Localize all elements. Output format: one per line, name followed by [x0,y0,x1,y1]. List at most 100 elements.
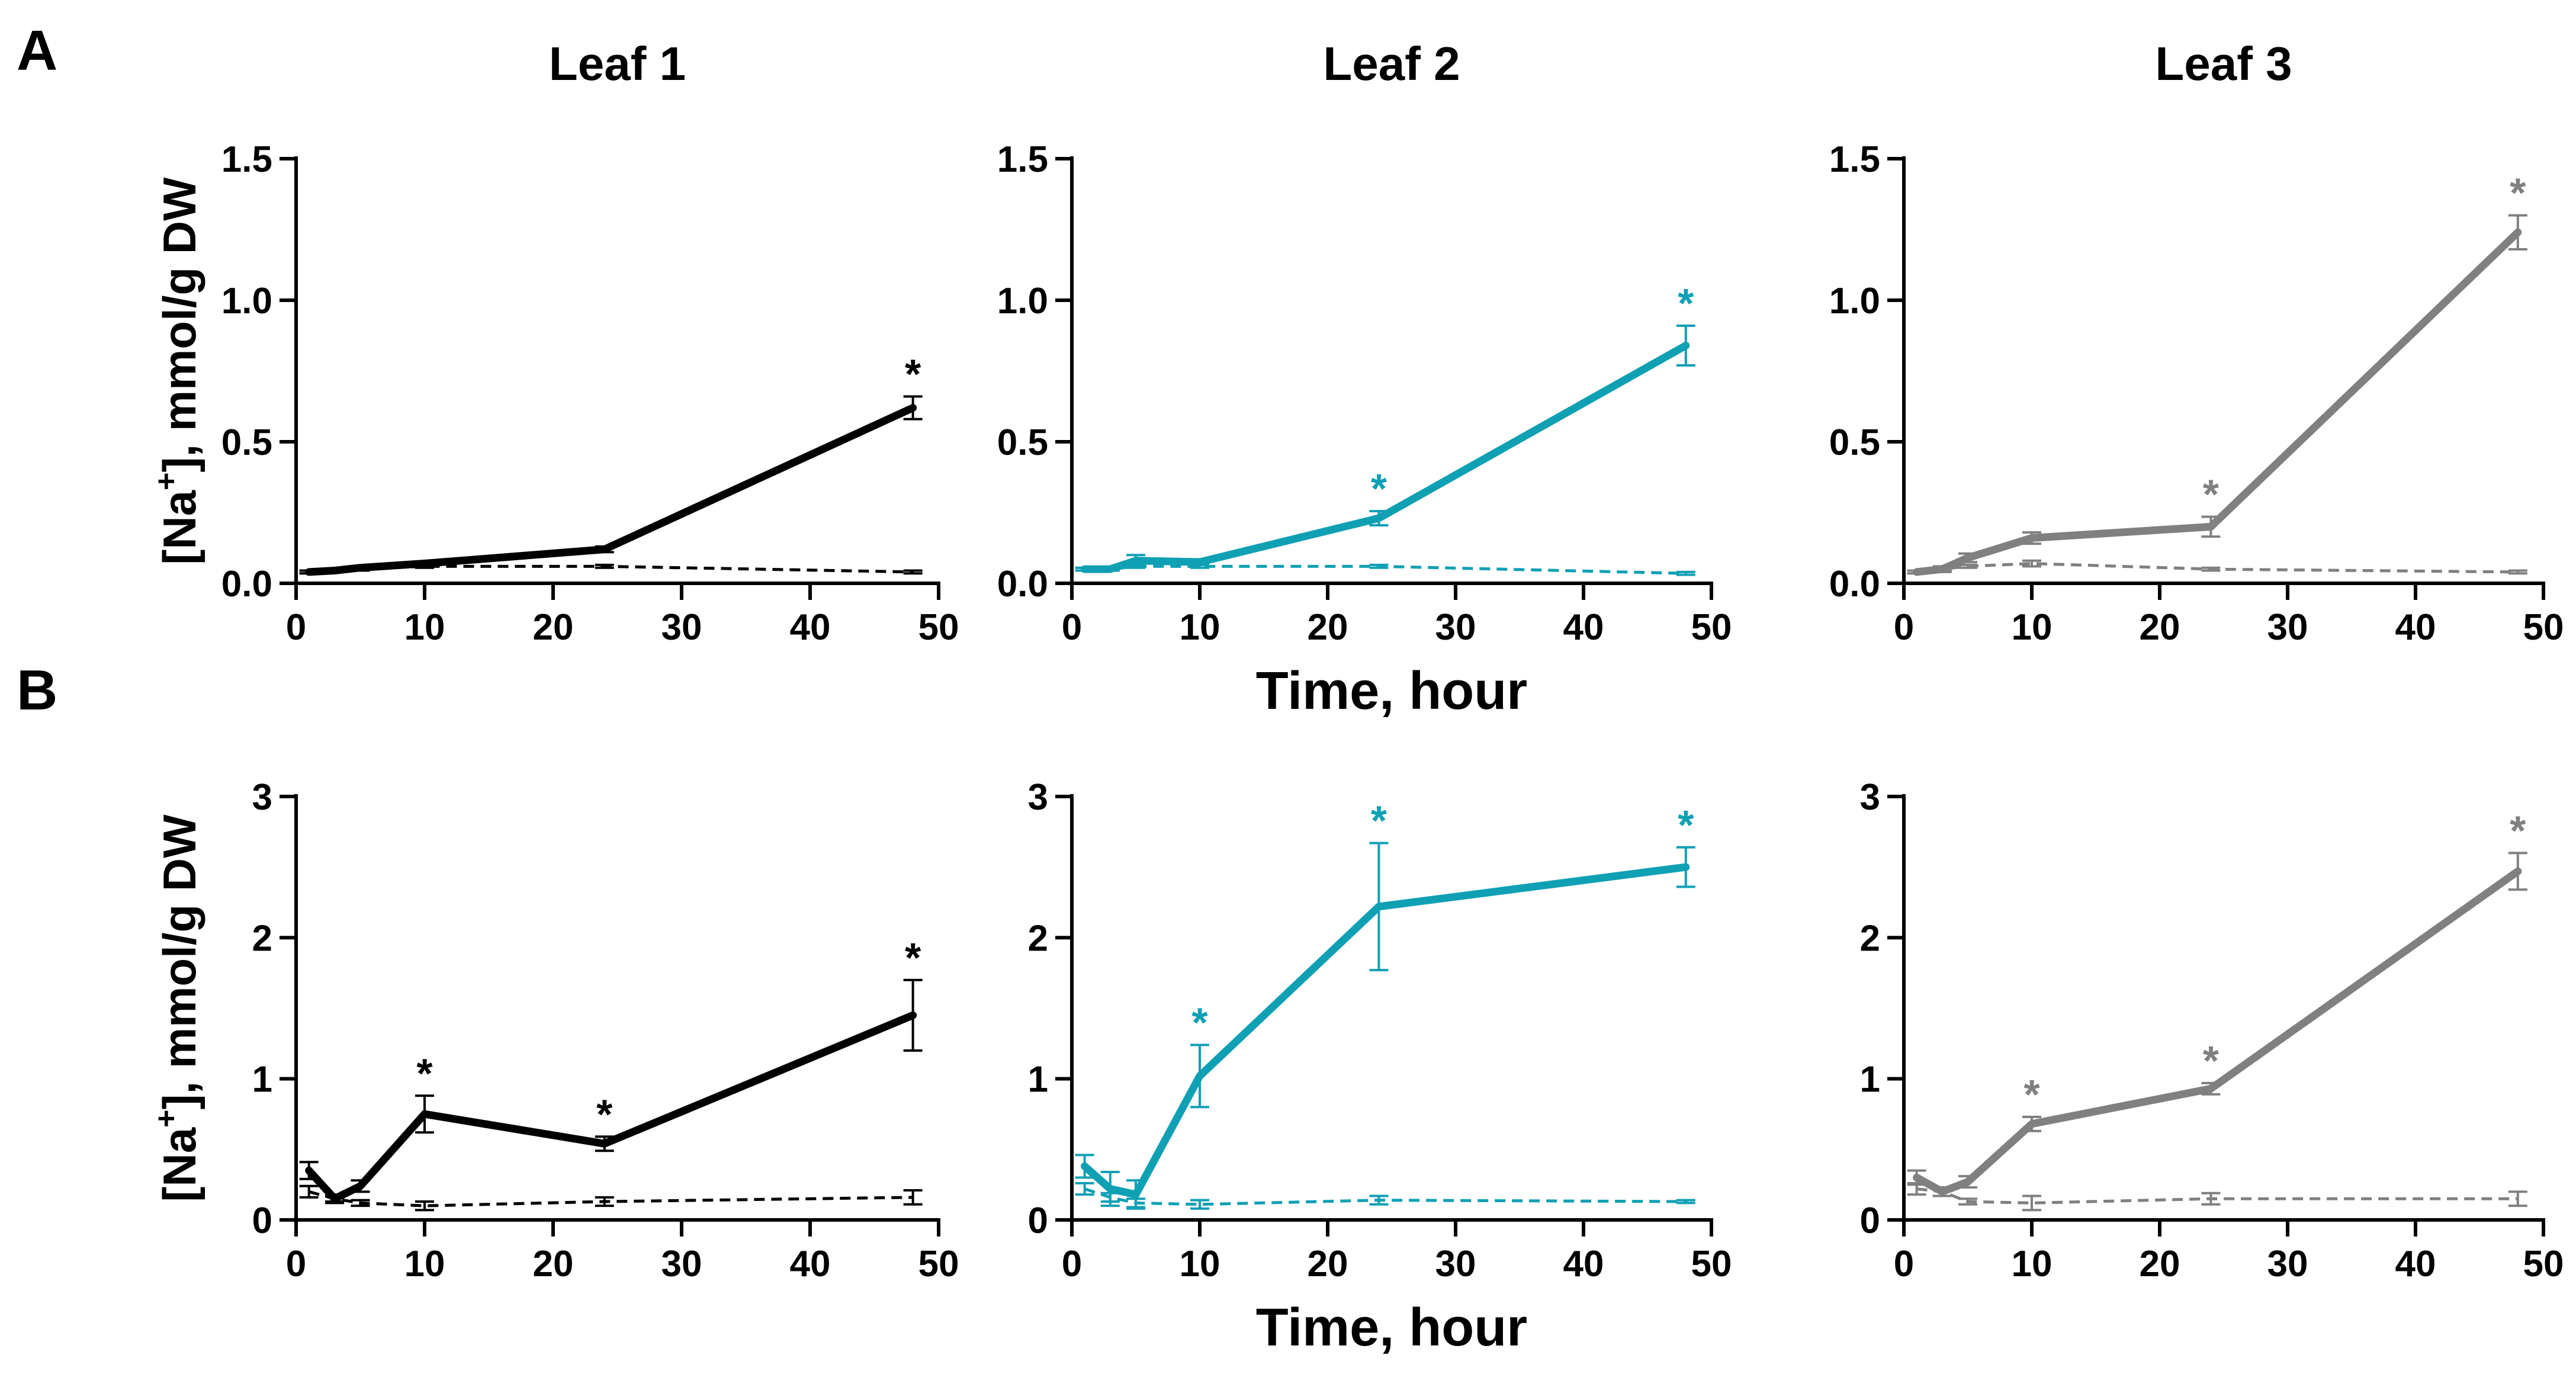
series-line-control [1916,1187,2518,1205]
y-tick-label: 2 [1028,918,1048,959]
y-tick-label: 0 [252,1200,272,1241]
error-bar-treated [1100,1170,1120,1207]
x-tick-label: 10 [404,607,445,648]
error-bar-treated [1369,510,1389,527]
error-bar-treated [1100,566,1120,572]
error-bar-treated [2201,1081,2221,1096]
error-bar-treated [1075,1154,1094,1179]
significance-star: * [1371,798,1387,844]
significance-star: * [1678,802,1694,848]
chart-title: Leaf 2 [1323,37,1460,90]
error-bar-treated [299,569,319,575]
x-tick-label: 50 [918,1244,959,1284]
y-tick-label: 3 [252,777,272,818]
panel-label-b: B [17,659,57,722]
chart-a-3: 0 10 20 30 40 50 0.0 0.5 1.0 1.5 Leaf 3 * * [1829,37,2564,648]
x-tick-label: 0 [1062,1244,1082,1284]
significance-star: * [1678,280,1694,326]
significance-star: * [2023,1071,2040,1117]
significance-star: * [905,351,921,397]
error-bar-control [2022,559,2041,568]
error-bar-control [415,1200,434,1212]
x-tick-label: 20 [533,1244,574,1284]
significance-star: * [596,1091,613,1137]
error-bar-control [2022,1194,2041,1212]
y-tick-label: 3 [1028,777,1048,818]
error-bar-treated [1126,554,1145,568]
significance-star: * [2203,1038,2220,1084]
x-tick-label: 20 [533,607,574,648]
error-bar-treated [1676,325,1695,367]
x-tick-label: 30 [1435,1244,1476,1284]
significance-star: * [1191,999,1208,1045]
error-bar-treated [2508,214,2527,250]
error-bar-control [351,1199,370,1207]
x-tick-label: 30 [2267,1244,2308,1284]
error-bar-treated [2508,852,2527,891]
error-bar-control [1369,1194,1389,1206]
x-tick-label: 30 [2267,607,2308,648]
series-line-control [1084,1187,1686,1206]
y-axis-label-sup: + [149,1110,184,1128]
significance-star: * [2203,471,2220,518]
x-tick-label: 40 [790,1244,831,1284]
y-axis-label: [Na+], mmol/g DW [149,814,205,1202]
x-tick-label: 0 [1062,607,1082,648]
error-bar-treated [415,561,434,566]
x-tick-label: 30 [661,607,702,648]
x-tick-label: 40 [1563,1244,1604,1284]
series-line-control [309,1190,913,1207]
error-bar-control [2508,569,2527,575]
x-tick-label: 20 [2140,1244,2180,1284]
significance-star: * [2510,170,2526,216]
x-tick-label: 40 [790,607,831,648]
error-bar-control [903,569,923,575]
x-tick-label: 0 [1894,607,1914,648]
error-bar-treated [1958,1175,1977,1189]
chart-a-1: 0 10 20 30 40 50 0.0 0.5 1.0 1.5 Leaf 1 [Na+], mmol… [149,37,959,648]
x-tick-label: 50 [1691,1244,1732,1284]
x-tick-label: 20 [1308,607,1348,648]
error-bar-treated [595,545,614,554]
error-bar-treated [1932,565,1952,573]
error-bar-treated [1676,846,1695,888]
y-tick-label: 1.5 [1829,139,1880,180]
x-tick-label: 50 [2523,1244,2564,1284]
error-bar-treated [903,395,923,420]
error-bar-treated [1907,569,1926,575]
x-tick-label: 10 [2012,1244,2053,1284]
y-tick-label: 1.0 [1829,281,1880,322]
error-bar-control [1676,570,1695,576]
y-tick-label: 0.0 [1829,564,1880,605]
chart-a-2: 0 10 20 30 40 50 0.0 0.5 1.0 1.5 Leaf 2 Time, hour *… [997,37,1732,721]
error-bar-control [299,1184,319,1199]
error-bar-control [1075,1182,1094,1196]
chart-title: Leaf 3 [2155,37,2292,90]
y-tick-label: 0.0 [997,564,1048,605]
error-bar-treated [1958,552,1977,564]
error-bar-treated [1190,1043,1209,1109]
error-bar-treated [1126,1179,1145,1210]
error-bar-treated [415,1094,434,1134]
y-tick-label: 1.5 [221,139,272,180]
y-tick-label: 0.0 [221,564,272,605]
x-tick-label: 10 [1180,607,1220,648]
x-tick-label: 0 [1894,1244,1914,1284]
y-tick-label: 0.5 [221,422,272,463]
error-bar-control [1369,563,1389,569]
error-bar-control [2201,1191,2221,1206]
x-tick-label: 40 [1563,607,1604,648]
x-tick-label: 10 [1180,1244,1220,1284]
y-tick-label: 2 [252,918,272,959]
y-tick-label: 2 [1860,918,1880,959]
x-tick-label: 30 [1435,607,1476,648]
significance-star: * [416,1050,433,1096]
chart-b-1: 0 10 20 30 40 50 0 1 2 3 [Na+], mmol/g DW * * * [149,777,959,1284]
y-tick-label: 1.5 [997,139,1048,180]
x-tick-label: 20 [2140,607,2180,648]
y-tick-label: 0 [1860,1200,1880,1241]
x-tick-label: 40 [2395,1244,2436,1284]
chart-b-3: 0 10 20 30 40 50 0 1 2 3 * * * [1860,777,2564,1284]
